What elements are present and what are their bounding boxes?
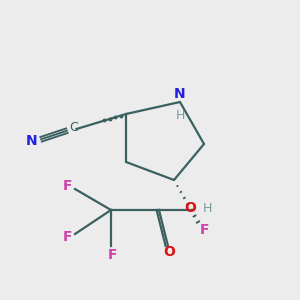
Text: N: N [26, 134, 37, 148]
Text: F: F [63, 179, 72, 193]
Text: H: H [202, 202, 212, 215]
Text: H: H [175, 109, 185, 122]
Text: F: F [63, 230, 72, 244]
Text: O: O [164, 245, 175, 259]
Text: O: O [184, 202, 196, 215]
Text: C: C [69, 121, 78, 134]
Text: F: F [199, 223, 209, 236]
Text: N: N [174, 88, 186, 101]
Text: F: F [108, 248, 117, 262]
